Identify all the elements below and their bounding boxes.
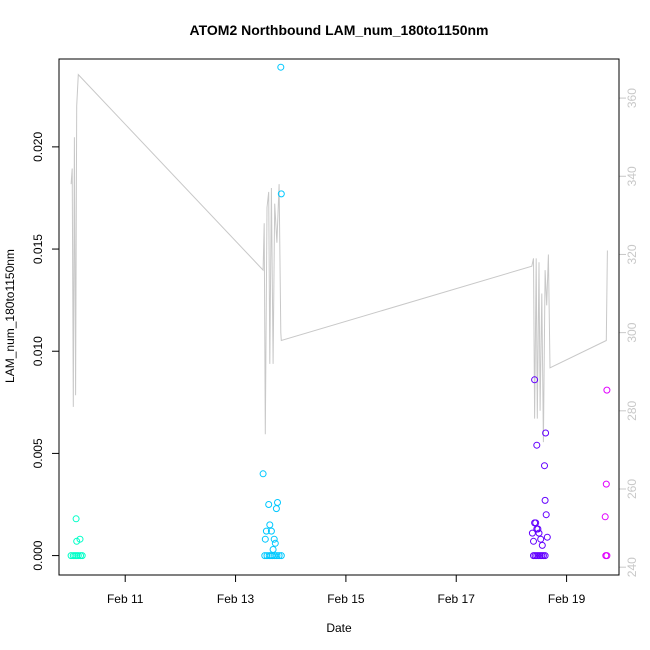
plot-frame <box>58 58 620 576</box>
data-point <box>267 527 275 535</box>
y-tick-label: 0.020 <box>31 132 45 162</box>
data-point <box>275 552 283 560</box>
y-tick-label: 0.000 <box>31 540 45 570</box>
data-point <box>543 533 551 541</box>
data-point <box>533 441 541 449</box>
data-point <box>274 499 281 506</box>
data-point <box>271 539 279 547</box>
y-axis: 0.000 0.005 0.010 0.015 0.020 <box>31 132 59 571</box>
y2-tick-label: 320 <box>625 244 639 264</box>
data-point <box>602 480 610 488</box>
x-axis-label: Date <box>326 621 352 635</box>
y2-tick-label: 240 <box>625 557 639 577</box>
data-point <box>269 546 277 553</box>
data-point <box>601 513 609 521</box>
data-point <box>277 63 285 71</box>
data-point <box>603 386 611 394</box>
data-point <box>530 537 537 545</box>
data-point <box>270 535 278 543</box>
y2-tick-label: 340 <box>625 166 639 186</box>
chart-title: ATOM2 Northbound LAM_num_180to1150nm <box>190 22 489 38</box>
data-point <box>261 535 269 543</box>
y2-axis: 240 260 280 300 320 340 360 <box>619 88 639 577</box>
data-point <box>277 552 285 560</box>
data-point <box>272 505 280 513</box>
data-point <box>541 462 548 470</box>
x-tick-label: Feb 13 <box>217 592 255 606</box>
data-point <box>259 470 267 478</box>
data-point <box>542 511 550 519</box>
data-point <box>541 552 549 560</box>
data-point <box>273 552 281 560</box>
data-point <box>535 529 543 537</box>
data-point <box>603 552 611 560</box>
data-point <box>72 515 80 523</box>
x-tick-label: Feb 17 <box>438 592 476 606</box>
data-point <box>266 521 274 529</box>
points-group <box>67 63 611 560</box>
x-tick-label: Feb 11 <box>107 592 144 606</box>
y-tick-label: 0.005 <box>31 438 45 468</box>
y-tick-label: 0.010 <box>31 336 45 366</box>
data-point <box>265 501 273 508</box>
data-point <box>537 535 545 543</box>
y-axis-label: LAM_num_180to1150nm <box>3 249 17 383</box>
y2-tick-label: 280 <box>625 400 639 420</box>
series-line-group <box>70 73 608 443</box>
x-tick-label: Feb 15 <box>327 592 365 606</box>
y2-tick-label: 260 <box>625 479 639 499</box>
data-point <box>542 429 550 437</box>
data-point <box>78 552 86 560</box>
x-axis: Feb 11 Feb 13 Feb 15 Feb 17 Feb 19 <box>107 575 586 606</box>
data-point <box>534 525 542 533</box>
y2-tick-label: 360 <box>625 88 639 108</box>
data-point <box>76 535 84 543</box>
data-point <box>538 541 546 549</box>
y-tick-label: 0.015 <box>31 234 45 264</box>
data-point <box>74 552 82 560</box>
data-point <box>277 190 285 198</box>
series-line <box>70 73 608 443</box>
data-point <box>541 496 549 504</box>
data-point <box>262 527 270 535</box>
x-tick-label: Feb 19 <box>548 592 586 606</box>
data-point <box>528 529 536 537</box>
y2-tick-label: 300 <box>625 322 639 342</box>
data-point <box>531 376 539 384</box>
